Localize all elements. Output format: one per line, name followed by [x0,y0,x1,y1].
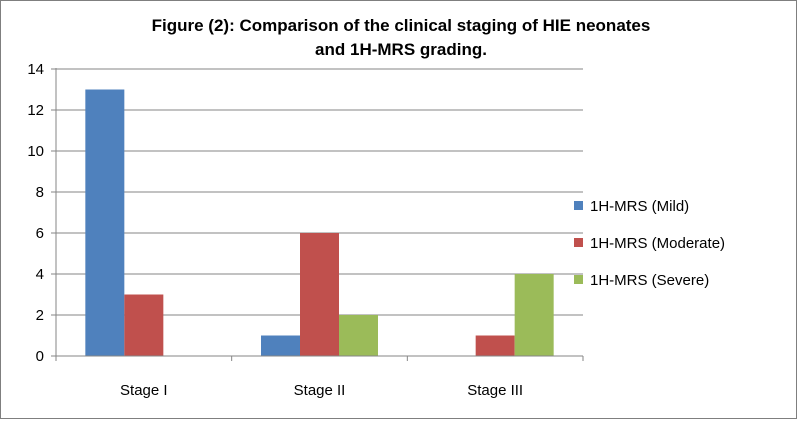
x-tick-label: Stage III [467,382,523,399]
legend-swatch [574,275,583,284]
x-tick-label: Stage II [294,382,346,399]
x-axis-labels: Stage I Stage II Stage III [120,382,523,399]
bar [475,335,515,356]
y-tick-label: 12 [27,102,44,119]
bars [85,89,554,356]
y-tick-label: 10 [27,143,44,160]
legend: 1H-MRS (Mild) 1H-MRS (Moderate) 1H-MRS (Se… [574,198,725,289]
bar [514,274,554,356]
y-tick-label: 0 [36,348,44,365]
legend-label: 1H-MRS (Mild) [590,198,689,215]
legend-swatch [574,201,583,210]
y-axis-ticks: 0 2 4 6 8 10 12 14 [27,61,56,365]
y-tick-label: 14 [27,61,44,78]
legend-label: 1H-MRS (Moderate) [590,235,725,252]
chart-title: Figure (2): Comparison of the clinical s… [151,16,651,59]
y-tick-label: 4 [36,266,44,283]
bar [124,294,164,356]
bar [300,233,339,356]
bar [339,315,378,356]
legend-label: 1H-MRS (Severe) [590,272,709,289]
bar [85,89,125,356]
y-tick-label: 8 [36,184,44,201]
y-tick-label: 6 [36,225,44,242]
x-tick-label: Stage I [120,382,168,399]
y-tick-label: 2 [36,307,44,324]
legend-swatch [574,238,583,247]
bar [261,335,300,356]
axes [55,68,584,361]
